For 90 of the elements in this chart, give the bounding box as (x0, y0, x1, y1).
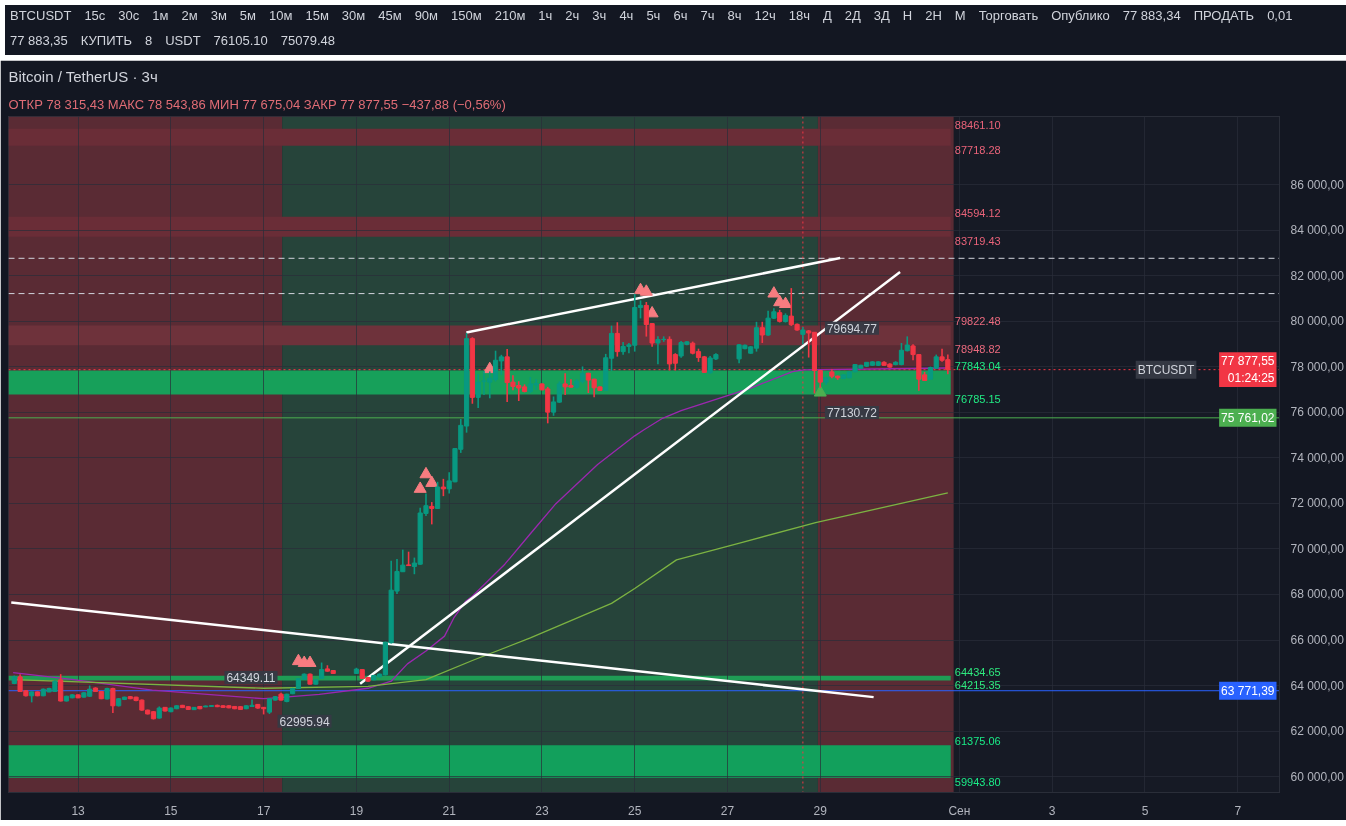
text: ПРОДАТЬ (1192, 7, 1256, 25)
x-tick-label: Сен (948, 803, 971, 818)
x-tick-label: 13 (71, 803, 86, 818)
annotation: 79822.48 (954, 315, 1001, 328)
y-tick-label: 68 000,00 (1290, 587, 1345, 602)
x-tick-label: 3 (1048, 803, 1056, 818)
text: 3ч (591, 7, 608, 25)
ref-line-label: 75 761,02 (1221, 410, 1275, 425)
text: 3Д (872, 7, 891, 25)
text: Торговать (977, 7, 1040, 25)
text: 30с (117, 7, 141, 25)
text: 76105.10 (212, 31, 269, 50)
y-tick-label: 62 000,00 (1290, 724, 1345, 739)
annotation: 76785.15 (954, 392, 1001, 405)
text: 1м (151, 7, 170, 25)
text: 210м (493, 7, 527, 25)
text: КУПИТЬ (79, 31, 133, 50)
annotation: 64215.35 (954, 678, 1001, 691)
text: 8ч (726, 7, 743, 25)
text: 150м (450, 7, 483, 25)
text: 2Н (924, 7, 943, 25)
y-tick-label: 72 000,00 (1290, 496, 1345, 511)
text: 15с (83, 7, 107, 25)
text: 2м (180, 7, 199, 25)
annotation: 87718.28 (954, 143, 1001, 156)
text: 90м (413, 7, 440, 25)
annotation: 77130.72 (826, 406, 878, 420)
x-tick-label: 27 (720, 803, 735, 818)
text: 15м (304, 7, 330, 25)
annotation: 59943.80 (954, 775, 1001, 788)
y-tick-label: 76 000,00 (1290, 405, 1345, 420)
x-tick-label: 17 (256, 803, 271, 818)
x-tick-label: 29 (813, 803, 828, 818)
annotation: 83719.43 (954, 234, 1001, 247)
annotation: 79694.77 (826, 321, 878, 336)
text: 18ч (787, 7, 811, 25)
text: Н (901, 7, 914, 25)
text: 2Д (843, 7, 862, 25)
annotation: 77843.04 (954, 360, 1001, 373)
y-tick-label: 84 000,00 (1290, 223, 1345, 238)
ref-line-label: 63 771,39 (1221, 683, 1275, 698)
text: 10м (268, 7, 294, 25)
text: Д (821, 7, 833, 25)
annotation: 78948.82 (954, 343, 1001, 356)
chart-subtitle: ОТКР 78 315,43 МАКС 78 543,86 МИН 77 675,04 ЗАКР 77 877,55 −437,88 (−0,56%) (8, 96, 506, 112)
ref-line-label: 77 877,55 01:24:25 (1221, 354, 1275, 386)
x-tick-label: 7 (1234, 803, 1242, 818)
text: 12ч (753, 7, 777, 25)
annotation: 64349.11 (226, 671, 276, 686)
text: 5м (238, 7, 257, 25)
text: BTCUSDT (9, 7, 73, 25)
y-tick-label: 66 000,00 (1290, 633, 1345, 647)
text: 1ч (537, 7, 554, 25)
text: М (953, 7, 967, 25)
y-tick-label: 70 000,00 (1290, 541, 1345, 556)
x-tick-label: 5 (1141, 803, 1149, 818)
y-tick-label: 60 000,00 (1290, 769, 1345, 784)
text: 30м (340, 7, 367, 25)
annotation: 84594.12 (954, 206, 1001, 219)
y-tick-label: 78 000,00 (1290, 359, 1345, 374)
y-tick-label: 86 000,00 (1290, 177, 1345, 192)
text: 45м (377, 7, 403, 25)
text: USDT (164, 31, 202, 50)
y-tick-label: 82 000,00 (1290, 268, 1345, 283)
text: 7ч (699, 7, 716, 25)
x-tick-label: 15 (164, 803, 178, 818)
text: 8 (144, 31, 154, 50)
text: 75079.48 (279, 31, 337, 50)
y-tick-label: 80 000,00 (1290, 314, 1345, 329)
chart-title: Bitcoin / TetherUS · 3ч (8, 67, 158, 85)
text: 0,01 (1266, 7, 1294, 25)
annotation: 64434.65 (954, 665, 1001, 678)
annotation: 62995.94 (279, 714, 330, 729)
text: 77 883,34 (1121, 7, 1182, 25)
x-tick-label: 25 (628, 803, 642, 818)
y-tick-label: 74 000,00 (1290, 450, 1345, 465)
annotation: 88461.10 (954, 118, 1001, 131)
x-tick-label: 23 (535, 803, 549, 818)
text: 6ч (672, 7, 689, 25)
x-tick-label: 21 (442, 803, 457, 818)
annotation: BTCUSDT (1137, 362, 1196, 377)
text: 4ч (618, 7, 635, 25)
x-tick-label: 19 (349, 803, 364, 818)
text: 3м (209, 7, 228, 25)
y-tick-label: 64 000,00 (1290, 678, 1345, 693)
text: 77 883,35 (9, 31, 69, 50)
text: 2ч (564, 7, 581, 25)
text: 5ч (645, 7, 662, 25)
text: Опублико (1050, 7, 1111, 25)
annotation: 61375.06 (954, 735, 1001, 748)
